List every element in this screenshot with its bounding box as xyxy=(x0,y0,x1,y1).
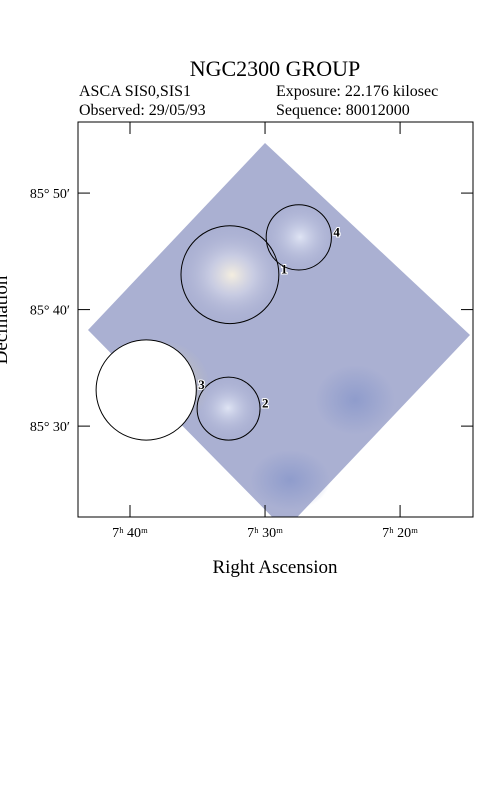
y-tick-label: 85° 40′ xyxy=(30,304,70,319)
x-axis-label: Right Ascension xyxy=(212,557,338,578)
x-tick-label: 7ʰ 40ᵐ xyxy=(112,526,148,541)
y-tick-label: 85° 50′ xyxy=(30,187,70,202)
region-label: 4 xyxy=(333,224,340,239)
region xyxy=(95,339,197,441)
region xyxy=(180,225,280,325)
y-tick-label: 85° 30′ xyxy=(30,420,70,435)
y-axis-label: Declination xyxy=(0,275,12,364)
chart-title: NGC2300 GROUP xyxy=(190,56,361,81)
x-tick-label: 7ʰ 30ᵐ xyxy=(247,526,283,541)
exposure: Exposure: 22.176 kilosec xyxy=(276,83,438,100)
observed: Observed: 29/05/93 xyxy=(79,102,206,119)
instrument: ASCA SIS0,SIS1 xyxy=(79,83,191,100)
x-tick-label: 7ʰ 20ᵐ xyxy=(382,526,418,541)
region-label: 3 xyxy=(198,377,205,392)
region xyxy=(265,204,332,271)
sky-image xyxy=(88,143,470,517)
region-label: 2 xyxy=(262,396,269,411)
plot-frame xyxy=(77,121,474,518)
region xyxy=(196,376,261,441)
region-label: 1 xyxy=(281,262,288,277)
sequence: Sequence: 80012000 xyxy=(276,102,410,119)
